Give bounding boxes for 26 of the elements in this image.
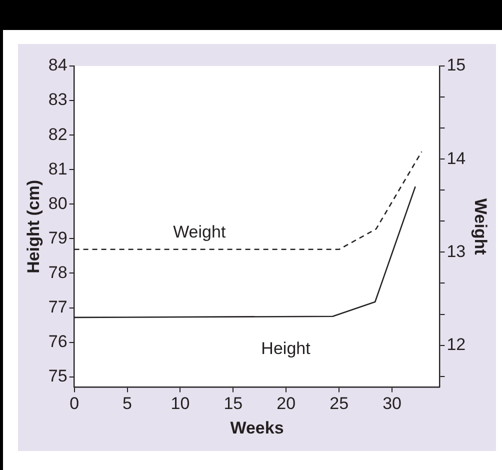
y-tick-label: 84: [48, 56, 68, 75]
y2-axis-title: Weight: [471, 198, 490, 256]
y-tick-label: 82: [48, 124, 68, 144]
y-tick-label: 78: [48, 262, 68, 282]
y-tick-label: 76: [48, 332, 68, 351]
x-tick-label: 5: [122, 394, 132, 414]
y-tick-label: 81: [48, 159, 68, 178]
x-tick-label: 25: [330, 394, 349, 414]
y-tick-label: 80: [48, 194, 68, 213]
x-tick-label: 0: [70, 394, 80, 414]
series-label: Weight: [173, 222, 226, 242]
series-label: Height: [261, 338, 311, 358]
x-tick-label: 30: [382, 394, 402, 414]
y-tick-label: 79: [48, 228, 68, 248]
x-tick-label: 20: [276, 394, 296, 414]
y2-tick-label: 13: [446, 242, 466, 261]
y-tick-label: 83: [48, 90, 68, 110]
y-axis-title: Height (cm): [24, 180, 43, 274]
x-tick-label: 15: [224, 394, 243, 414]
y2-tick-label: 12: [446, 334, 466, 354]
y-tick-label: 77: [48, 297, 68, 316]
x-axis-title: Weeks: [230, 418, 284, 438]
y2-tick-label: 15: [446, 56, 466, 75]
y2-tick-label: 14: [446, 148, 466, 168]
x-tick-label: 10: [170, 394, 190, 414]
y-tick-label: 75: [48, 366, 68, 386]
